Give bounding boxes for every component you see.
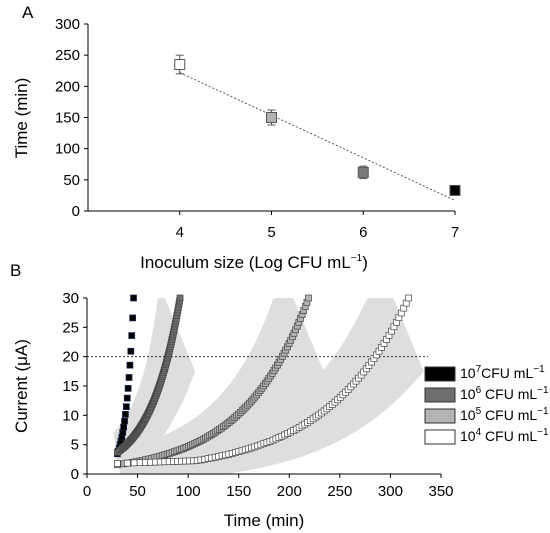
legend-label: 105 CFU mL−1 — [460, 406, 549, 423]
chart-a-y-tick-label: 200 — [55, 78, 80, 95]
chart-b-y-tick-label: 15 — [62, 378, 79, 395]
chart-a-y-tick-label: 50 — [63, 172, 80, 189]
chart-b-x-axis-label: Time (min) — [224, 511, 305, 530]
chart-b-data-point — [130, 294, 137, 302]
panel-label-a: A — [22, 3, 34, 22]
chart-b-y-tick-label: 0 — [71, 466, 79, 483]
chart-b-data-point — [122, 410, 129, 418]
chart-a-trendline — [179, 72, 456, 201]
chart-b-x-tick-label: 350 — [428, 483, 453, 500]
legend-swatch — [424, 387, 456, 403]
chart-a-y-tick-label: 150 — [55, 110, 80, 127]
chart-a-x-tick-label: 4 — [176, 224, 184, 241]
legend-label: 106 CFU mL−1 — [460, 385, 549, 402]
chart-a-y-tick-label: 300 — [55, 16, 80, 33]
chart-a-y-tick-label: 0 — [72, 203, 80, 220]
legend-swatch — [424, 366, 456, 382]
chart-b-x-tick-label: 0 — [83, 483, 91, 500]
chart-b-data-point — [124, 385, 132, 392]
legend-label: 104 CFU mL−1 — [460, 427, 549, 444]
chart-a-x-tick-label: 5 — [267, 224, 275, 241]
chart-a-y-axis-label: Time (min) — [12, 78, 31, 159]
chart-b: 0 5 10 15 20 25 30 0 50 100 150 200 250 300 350 107CF… — [12, 290, 549, 530]
chart-b-data-point — [125, 374, 133, 381]
chart-b-data-point — [123, 459, 131, 467]
chart-b-x-tick-label: 50 — [129, 483, 146, 500]
chart-b-data-point — [122, 403, 130, 411]
chart-b-data-point — [136, 459, 144, 466]
panel-label-b: B — [10, 261, 21, 280]
legend-swatch — [424, 429, 456, 445]
chart-b-y-tick-label: 25 — [62, 319, 79, 336]
chart-b-x-tick-label: 300 — [378, 483, 403, 500]
chart-a-y-tick-label: 100 — [55, 141, 80, 158]
chart-a-data-point — [266, 112, 277, 123]
chart-b-y-axis-label: Current (μA) — [12, 339, 31, 433]
legend-swatch — [424, 408, 456, 424]
chart-a-data-point — [174, 59, 186, 71]
chart-b-y-tick-label: 5 — [71, 437, 79, 454]
chart-b-y-tick-label: 20 — [62, 349, 79, 366]
legend-label: 107CFU mL−1 — [460, 364, 545, 381]
chart-b-variability-band — [114, 298, 424, 474]
chart-a-data-point — [449, 184, 461, 196]
chart-a-y-tick-label: 250 — [55, 47, 80, 64]
chart-b-data-point — [126, 361, 134, 369]
chart-b-variability-band — [114, 298, 324, 474]
chart-b-x-tick-label: 250 — [327, 483, 352, 500]
chart-b-x-tick-label: 100 — [176, 483, 201, 500]
chart-a-x-tick-label: 7 — [451, 224, 459, 241]
chart-a-data-point — [357, 166, 369, 178]
chart-b-data-point — [113, 460, 121, 467]
chart-b-data-point — [128, 332, 136, 339]
chart-b-y-tick-label: 10 — [62, 407, 79, 424]
chart-b-data-point — [127, 347, 135, 355]
chart-b-data-point — [121, 417, 128, 425]
chart-b-data-point — [405, 294, 412, 302]
chart-b-legend: 107CFU mL−1 106 CFU mL−1 105 CFU mL−1 104 C… — [424, 364, 549, 445]
chart-b-data-point — [120, 423, 127, 431]
chart-b-x-tick-label: 150 — [226, 483, 251, 500]
chart-b-y-tick-label: 30 — [62, 290, 79, 307]
chart-b-data-point — [129, 314, 136, 322]
chart-b-data-point — [123, 394, 131, 402]
chart-b-data-point — [176, 294, 184, 302]
chart-a-x-axis-label: Inoculum size (Log CFU mL−1) — [140, 253, 368, 272]
chart-a: 0 50 100 150 200 250 300 4 5 6 7 Inoculum size (L… — [12, 16, 461, 272]
chart-b-data-point — [305, 294, 312, 302]
chart-b-x-tick-label: 200 — [277, 483, 302, 500]
chart-b-data-point — [130, 459, 138, 467]
chart-a-x-tick-label: 6 — [359, 224, 367, 241]
